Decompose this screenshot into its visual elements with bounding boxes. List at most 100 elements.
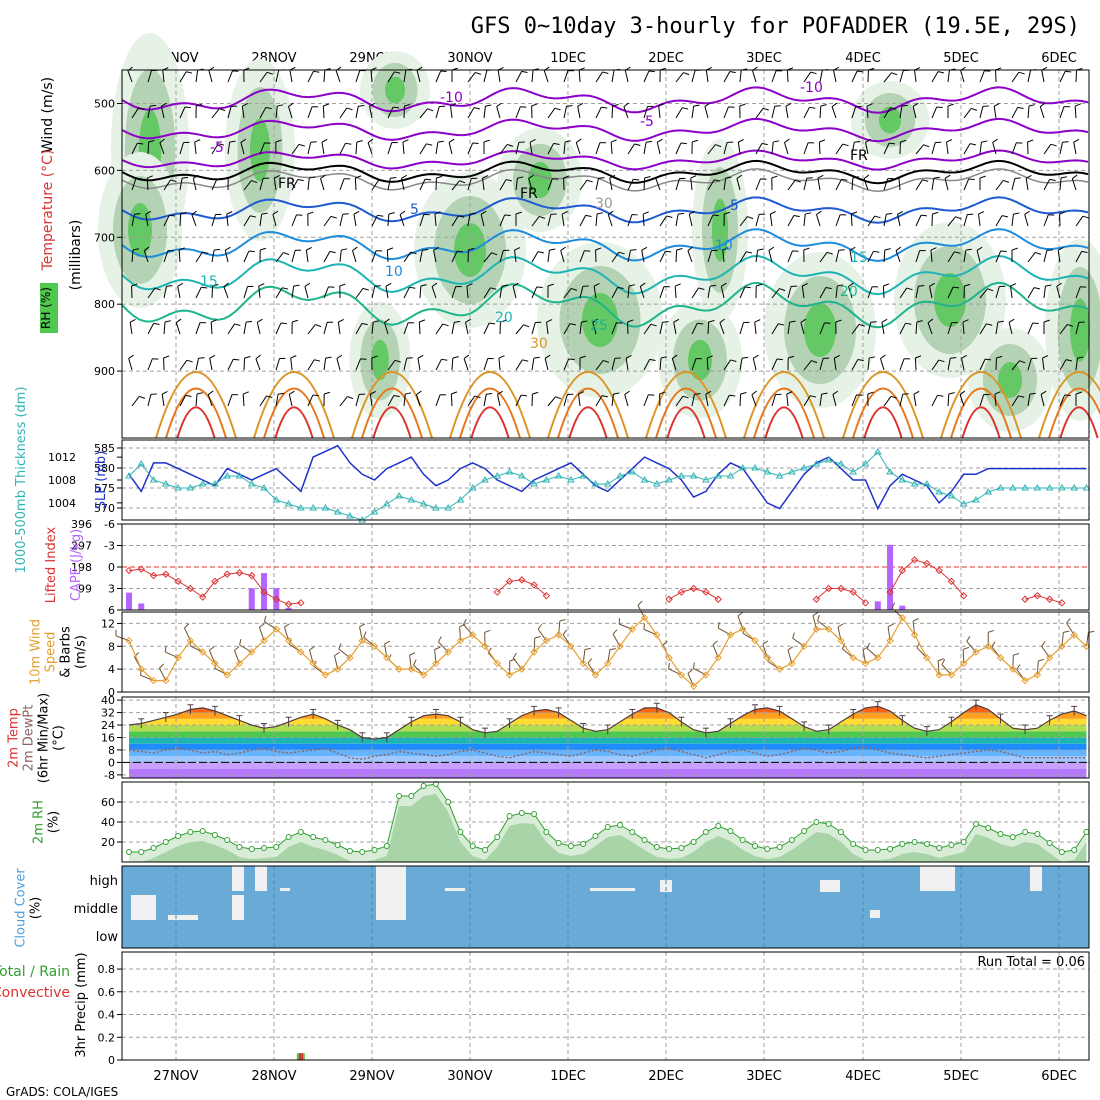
lifted-point (898, 566, 907, 575)
profile-wind-barb (959, 390, 966, 396)
profile-y-tick-label: 600 (94, 164, 115, 177)
lifted-point (297, 599, 305, 607)
profile-wind-barb (323, 286, 329, 299)
profile-wind-barb (297, 179, 304, 182)
precip-legend-total: Total / Rain (0, 964, 70, 980)
slp-frame (121, 439, 1090, 521)
profile-wind-barb (947, 216, 956, 227)
temp-ylabel-line: 2m DewPt (22, 705, 37, 772)
rh2m-point (1083, 829, 1090, 835)
profile-wind-barb (642, 213, 645, 227)
profile-wind-barb (675, 107, 683, 119)
profile-wind-barb (571, 287, 578, 291)
lifted-point (837, 584, 845, 593)
profile-wind-barb (707, 144, 716, 155)
profile-wind-barb (771, 358, 778, 371)
slp-series-line (128, 444, 1087, 511)
profile-wind-barb (899, 287, 908, 299)
wind10m-barb (434, 646, 441, 650)
profile-wind-barb (355, 70, 361, 83)
rh2m-point (187, 829, 194, 835)
profile-wind-barb (947, 286, 954, 299)
profile-wind-barb (194, 139, 201, 143)
profile-wind-barb (906, 287, 913, 291)
wind-speed-point (1009, 665, 1017, 673)
lifted-point (493, 588, 501, 596)
profile-wind-barb (1027, 287, 1035, 299)
wind-speed-point (407, 665, 416, 673)
wind10m-barb (1041, 641, 1046, 647)
profile-wind-barb (547, 396, 556, 407)
profile-wind-barb (451, 215, 459, 227)
profile-wind-barb (521, 70, 528, 73)
thickness-point (751, 464, 759, 471)
profile-wind-barb (354, 177, 357, 191)
cloud-cover-block (376, 866, 406, 896)
profile-wind-barb (195, 358, 199, 371)
profile-wind-barb (512, 286, 517, 299)
thickness-point (333, 508, 342, 515)
profile-wind-barb (459, 180, 466, 184)
lifted-series-line (128, 568, 301, 605)
precip-y-tick-label: 0.4 (98, 1009, 116, 1022)
profile-wind-barb (451, 391, 458, 395)
cloud-frame (121, 865, 1090, 949)
profile-wind-barb (434, 211, 441, 215)
profile-frame (121, 69, 1090, 439)
profile-wind-barb (752, 70, 757, 83)
thickness-point (235, 472, 244, 479)
rh2m-point (752, 843, 759, 849)
wind-y-tick-label: 8 (108, 640, 115, 653)
profile-wind-barb (1043, 179, 1051, 191)
profile-wind-barb (274, 175, 280, 179)
profile-wind-barb (740, 391, 747, 395)
isotherm-minus10 (121, 86, 1089, 114)
warm-isotherm-arch (449, 371, 531, 439)
rh2m-area-mid (129, 794, 1087, 862)
profile-wind-barb (322, 105, 325, 119)
profile-wind-barb (786, 391, 793, 395)
profile-rh-ylabel-line: RH (%) (39, 287, 53, 329)
cloud-cover-block (232, 866, 244, 891)
profile-wind-barb (882, 285, 885, 299)
profile-wind-barb (883, 283, 890, 287)
profile-wind-barb (234, 323, 241, 326)
thickness-point (419, 500, 428, 507)
profile-wind-barb (291, 214, 297, 227)
profile-wind-barb (522, 359, 529, 362)
profile-wind-barb (851, 394, 857, 407)
profile-wind-barb (486, 392, 493, 395)
profile-wind-barb (915, 179, 923, 191)
profile-wind-barb (451, 250, 458, 263)
date-label-bottom-3DEC: 3DEC (746, 1069, 782, 1084)
profile-wind-barb (325, 356, 332, 359)
profile-wind-barb (579, 250, 585, 263)
profile-wind-barb (833, 70, 837, 83)
profile-wind-barb (948, 392, 955, 395)
profile-wind-barb (649, 358, 656, 361)
profile-wind-barb (226, 211, 233, 215)
profile-wind-barb (335, 70, 341, 83)
profile-wind-barb (218, 143, 225, 146)
profile-wind-barb (739, 216, 748, 227)
lifted-point (886, 588, 894, 596)
lifted-point (542, 591, 551, 600)
rh2m-point (396, 793, 403, 799)
wind10m-barb (537, 624, 543, 630)
profile-wind-barb (757, 248, 764, 251)
rh2m-point (972, 821, 979, 827)
wind10m-barb (164, 646, 167, 653)
warm-isotherm-arch (372, 406, 412, 439)
warm-isotherm-arch (557, 387, 619, 439)
profile-wind-barb (377, 214, 384, 217)
thickness-point (935, 488, 944, 495)
profile-wind-barb (419, 214, 425, 227)
profile-wind-barb (305, 250, 309, 263)
profile-wind-barb (912, 106, 917, 119)
profile-wind-barb (964, 283, 971, 287)
temp-band (129, 756, 1087, 763)
thickness-point (149, 476, 158, 483)
profile-wind-barb (208, 70, 213, 83)
profile-wind-barb (978, 214, 981, 227)
lifted-point (174, 577, 182, 586)
